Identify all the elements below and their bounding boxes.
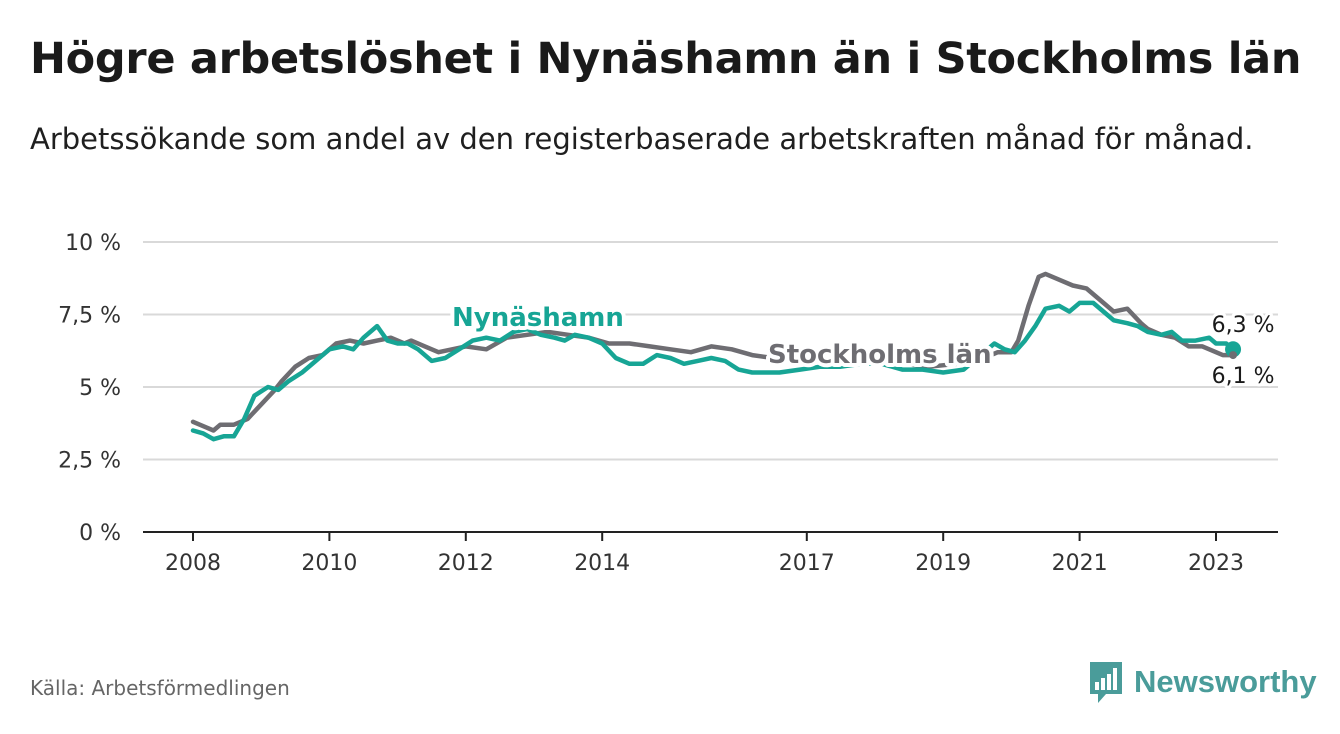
x-tick-label: 2017 bbox=[779, 551, 835, 576]
series-label-nynashamn: Nynäshamn bbox=[452, 303, 624, 333]
end-label-nynashamn: 6,3 % bbox=[1212, 313, 1275, 338]
x-tick-label: 2014 bbox=[574, 551, 630, 576]
series-line-stockholms-lan bbox=[190, 271, 1236, 433]
series-line-nynashamn bbox=[190, 300, 1236, 442]
x-tick-label: 2021 bbox=[1052, 551, 1108, 576]
newsworthy-logo[interactable]: Newsworthy bbox=[1088, 660, 1317, 704]
x-tick-label: 2019 bbox=[915, 551, 971, 576]
y-tick-label: 7,5 % bbox=[58, 304, 121, 329]
brand-name: Newsworthy bbox=[1134, 664, 1317, 699]
axis-layer: 0 % 2,5 % 5 % 7,5 % 10 % 2008 2010 2012 2014 2017… bbox=[58, 231, 1278, 576]
y-tick-label: 2,5 % bbox=[58, 449, 121, 474]
y-tick-label: 5 % bbox=[79, 376, 121, 401]
series-layer bbox=[190, 271, 1242, 442]
newsworthy-icon bbox=[1090, 662, 1122, 703]
end-point-nynashamn bbox=[1225, 341, 1242, 358]
x-tick-label: 2012 bbox=[438, 551, 494, 576]
y-tick-label: 0 % bbox=[79, 521, 121, 546]
chart-title: Högre arbetslöshet i Nynäshamn än i Stoc… bbox=[30, 34, 1302, 84]
x-tick-label: 2010 bbox=[301, 551, 357, 576]
end-label-stockholms-lan: 6,1 % bbox=[1212, 364, 1275, 389]
source-note: Källa: Arbetsförmedlingen bbox=[30, 676, 290, 700]
y-tick-label: 10 % bbox=[65, 231, 121, 256]
label-layer: 6,3 % 6,1 % Nynäshamn Stockholms län bbox=[448, 299, 1277, 392]
series-label-stockholms-lan: Stockholms län bbox=[768, 340, 992, 370]
grid-layer bbox=[143, 241, 1278, 461]
end-point-stockholms-lan bbox=[1229, 351, 1238, 360]
x-tick-label: 2023 bbox=[1188, 551, 1244, 576]
chart-subtitle: Arbetssökande som andel av den registerb… bbox=[30, 122, 1254, 156]
line-chart: 0 % 2,5 % 5 % 7,5 % 10 % 2008 2010 2012 2014 2017… bbox=[58, 231, 1278, 576]
x-tick-label: 2008 bbox=[165, 551, 221, 576]
